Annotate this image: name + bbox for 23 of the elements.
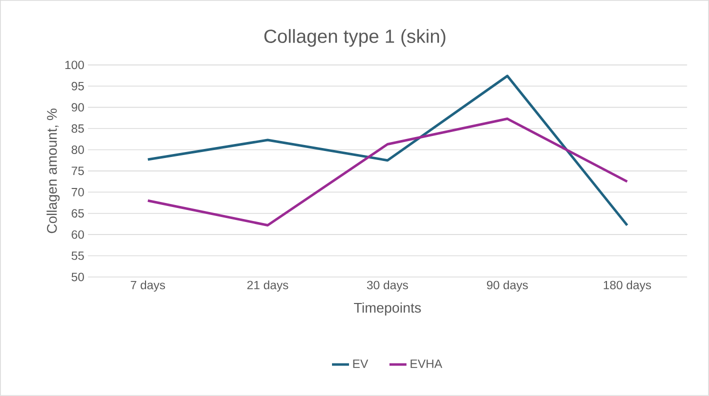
y-tick-label: 60 [72,230,84,239]
y-tick-label: 85 [72,124,84,133]
chart-title: Collagen type 1 (skin) [264,29,446,47]
x-tick-label: 7 days [130,280,166,292]
line-series [146,74,628,227]
x-axis-title: Timepoints [354,302,421,316]
y-tick-label: 95 [72,82,84,90]
legend-label: EV [353,360,368,368]
line-series [146,118,628,227]
y-axis-title: Collagen amount, % [46,108,60,234]
y-tick-label: 80 [72,146,84,154]
x-tick-label: 21 days [247,280,288,292]
x-tick-label: 180 days [604,280,651,292]
y-tick-label: 70 [72,188,84,196]
legend-label: EVHA [410,360,442,368]
y-tick-label: 100 [65,60,84,70]
y-tick-label: 65 [72,209,84,218]
y-tick-label: 90 [72,103,84,112]
x-tick-label: 30 days [367,280,408,292]
y-tick-label: 50 [72,272,84,282]
x-tick-label: 90 days [486,280,528,292]
y-tick-label: 55 [72,252,84,260]
y-tick-label: 75 [72,166,84,176]
